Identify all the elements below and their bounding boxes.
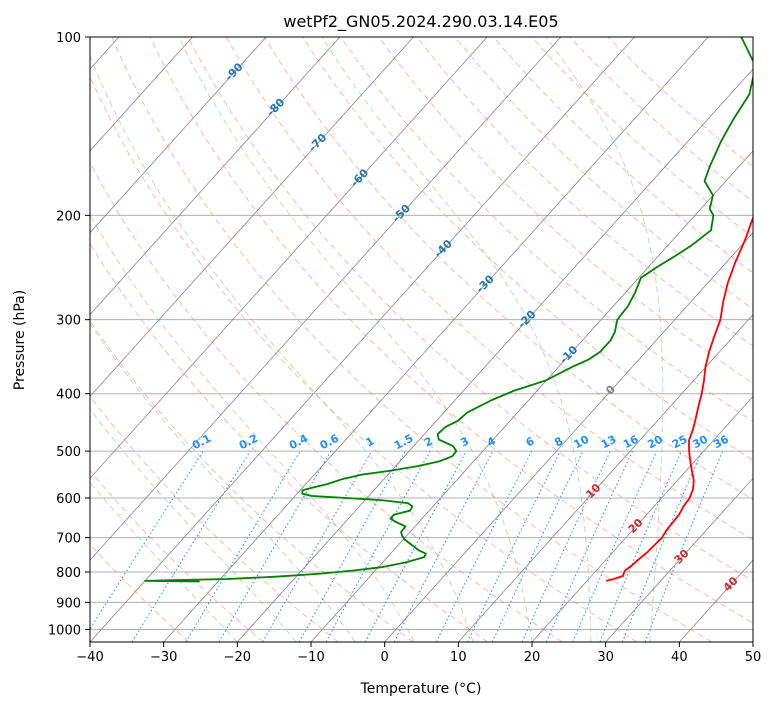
dry-adiabat: [149, 37, 753, 624]
moist-adiabat: [90, 54, 474, 642]
moist-adiabat: [545, 37, 664, 642]
mixing-ratio-label: 10: [572, 433, 592, 452]
isotherm-line: [90, 37, 414, 398]
isotherm-line: [90, 37, 267, 234]
y-tick-label: 600: [56, 492, 81, 507]
isotherm-line: [605, 477, 753, 642]
x-axis-ticks: −40 −30 −20 −10 0 10 20 30 40 50: [76, 642, 761, 665]
dry-adiabat: [454, 37, 753, 310]
isotherm-line: [90, 37, 635, 642]
y-tick-label: 100: [56, 31, 81, 46]
y-tick-label: 700: [56, 532, 81, 547]
isotherm-line: [237, 68, 753, 642]
mixing-ratio-line: [325, 450, 431, 642]
mixing-ratio-label: 25: [670, 433, 690, 452]
temperature-line: [605, 215, 753, 582]
moist-adiabat: [90, 408, 297, 642]
isotherm-line: [310, 150, 753, 642]
y-tick-label: 200: [56, 209, 81, 224]
moist-adiabat: [90, 213, 415, 642]
y-tick-label: 500: [56, 445, 81, 460]
dry-adiabat: [90, 242, 488, 642]
isotherm-line: [163, 37, 709, 642]
x-axis-label: Temperature (°C): [360, 681, 482, 697]
plot-area: [90, 37, 753, 642]
chart-title: wetPf2_GN05.2024.290.03.14.E05: [283, 12, 558, 32]
x-tick-label: −10: [297, 650, 324, 665]
mixing-ratio-line: [364, 450, 467, 642]
mixing-ratio-line: [621, 450, 703, 642]
dry-adiabat: [90, 395, 339, 642]
moist-adiabats: [90, 37, 664, 642]
isotherm-line: [90, 37, 488, 479]
y-axis-label: Pressure (hPa): [12, 290, 28, 390]
x-tick-label: 40: [671, 650, 688, 665]
isotherm-line: [531, 395, 753, 642]
moist-adiabat: [321, 37, 592, 642]
isotherm-line: [90, 37, 341, 316]
mixing-ratio-label: 13: [599, 433, 619, 452]
isotherm-line: [90, 37, 562, 561]
dry-adiabat: [90, 469, 264, 642]
dry-adiabat: [111, 37, 712, 642]
mixing-ratio-line: [644, 450, 724, 642]
y-tick-label: 300: [56, 314, 81, 329]
y-tick-label: 800: [56, 566, 81, 581]
mixing-ratio-label: 30: [690, 432, 710, 451]
x-tick-label: −40: [76, 650, 103, 665]
mixing-ratio-label: 20: [645, 433, 665, 452]
mixing-ratio-line: [572, 450, 658, 642]
mixing-ratio-label: 36: [711, 433, 731, 452]
isotherm-line: [458, 313, 753, 642]
mixing-ratio-line: [298, 450, 406, 642]
dry-adiabat: [416, 37, 753, 347]
mixing-ratio-line: [435, 450, 533, 642]
series-lines: [144, 37, 753, 583]
dry-adiabat: [90, 161, 563, 642]
plot-frame: [89, 36, 754, 643]
x-tick-label: 50: [745, 650, 762, 665]
y-tick-label: 1000: [48, 623, 81, 638]
x-tick-label: 10: [450, 650, 467, 665]
mixing-ratio-label: 16: [621, 433, 641, 452]
x-tick-label: 20: [524, 650, 541, 665]
mixing-ratio-line: [545, 450, 633, 642]
dewpoint-line: [144, 37, 753, 583]
x-tick-label: −30: [150, 650, 177, 665]
x-tick-label: 30: [597, 650, 614, 665]
x-tick-label: −20: [224, 650, 251, 665]
y-tick-label: 900: [56, 596, 81, 611]
moist-adiabat: [90, 323, 356, 642]
isotherms: [90, 37, 753, 642]
y-axis-ticks: 100 200 300 400 500 600 700 800 900 1000: [48, 31, 90, 638]
isotherm-line: [384, 232, 753, 642]
moist-adiabat: [178, 37, 533, 642]
moist-adiabat: [90, 481, 238, 642]
dry-adiabat: [90, 543, 190, 642]
y-tick-label: 400: [56, 388, 81, 403]
x-tick-label: 0: [381, 650, 389, 665]
isotherm-line: [90, 37, 193, 152]
mixing-ratio-line: [90, 450, 204, 630]
